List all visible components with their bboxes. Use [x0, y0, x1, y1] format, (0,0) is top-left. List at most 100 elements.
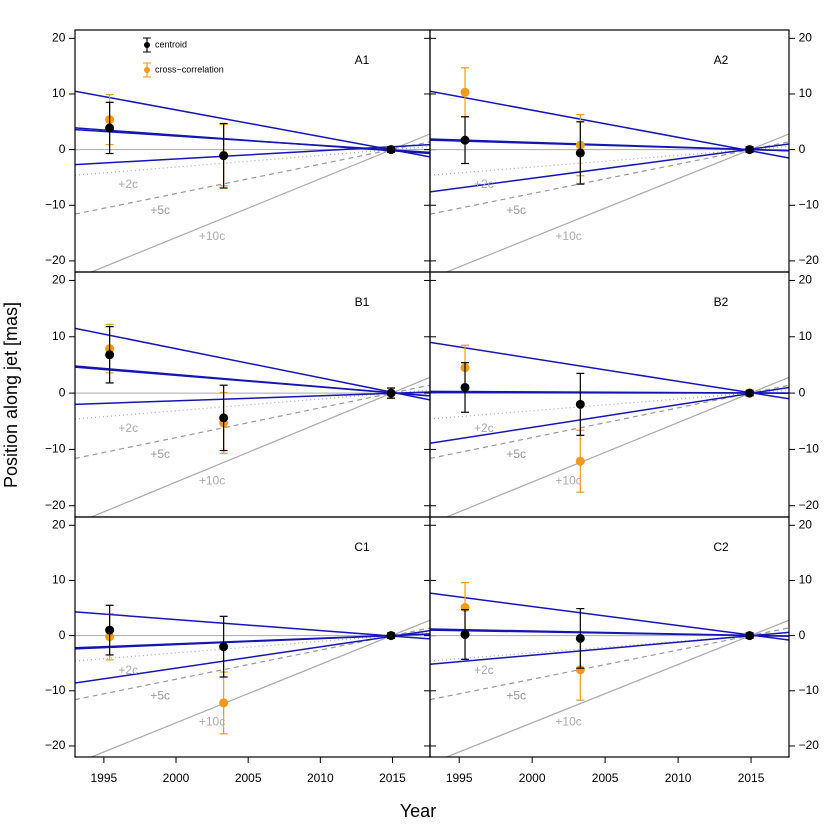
panel [75, 604, 430, 757]
y-tick-label: −10 [799, 442, 820, 456]
y-tick-label: 10 [799, 329, 813, 343]
y-tick-label: 10 [52, 86, 66, 100]
point [386, 388, 396, 398]
y-tick-label: 0 [59, 142, 66, 156]
fit-line [75, 633, 430, 650]
panel-label: C1 [354, 540, 370, 554]
point [219, 413, 229, 423]
x-tick-label: 1995 [91, 771, 118, 785]
reference-line [430, 627, 789, 701]
panel [430, 582, 789, 757]
fit-line [430, 139, 789, 152]
point [105, 625, 115, 635]
reference-label: +10c [199, 473, 225, 487]
panel-frame [74, 516, 431, 758]
reference-line [75, 141, 430, 215]
legend-label: centroid [155, 39, 187, 49]
point [219, 151, 229, 161]
point [386, 631, 396, 641]
x-tick-label: 2010 [307, 771, 334, 785]
point [575, 148, 585, 158]
panel-frame [429, 516, 790, 758]
point [745, 388, 755, 398]
y-tick-label: 20 [52, 517, 66, 531]
reference-label: +2c [474, 663, 494, 677]
panel [430, 341, 789, 517]
panel-label: B2 [714, 295, 729, 309]
reference-label: +2c [118, 177, 138, 191]
y-tick-label: −20 [45, 498, 66, 512]
y-tick-label: 10 [799, 86, 813, 100]
reference-line [75, 145, 430, 176]
y-tick-label: 10 [52, 329, 66, 343]
panel-label: C2 [713, 540, 729, 554]
fit-line [430, 143, 789, 193]
reference-line [430, 141, 789, 215]
reference-line [444, 619, 789, 757]
point [105, 350, 115, 360]
x-tick-label: 1995 [446, 771, 473, 785]
reference-line [75, 389, 430, 420]
y-tick-label: 20 [799, 273, 813, 287]
y-tick-label: 20 [52, 273, 66, 287]
y-tick-label: 20 [799, 517, 813, 531]
y-axis-label: Position along jet [mas] [1, 302, 21, 488]
fit-line [75, 128, 430, 154]
y-tick-label: 0 [799, 142, 806, 156]
fit-line [430, 629, 789, 637]
reference-label: +10c [555, 229, 581, 243]
reference-label: +5c [506, 203, 526, 217]
reference-label: +5c [150, 447, 170, 461]
fit-line [430, 90, 789, 159]
reference-label: +2c [474, 177, 494, 191]
fit-line [75, 327, 430, 401]
point [575, 456, 585, 466]
point [575, 633, 585, 643]
y-tick-label: −10 [799, 683, 820, 697]
y-tick-label: −20 [799, 498, 820, 512]
point [745, 145, 755, 155]
x-tick-label: 2015 [379, 771, 406, 785]
reference-label: +5c [506, 689, 526, 703]
point [745, 631, 755, 641]
y-tick-label: 20 [799, 31, 813, 45]
reference-line [75, 631, 430, 662]
y-tick-label: −20 [45, 738, 66, 752]
x-tick-label: 2010 [665, 771, 692, 785]
fit-line [75, 611, 430, 640]
legend-marker [144, 67, 150, 73]
y-tick-label: −10 [799, 197, 820, 211]
fit-line [75, 629, 430, 684]
y-tick-label: 0 [799, 628, 806, 642]
panel [430, 67, 789, 272]
reference-label: +10c [199, 714, 225, 728]
x-tick-label: 2015 [738, 771, 765, 785]
y-tick-label: −20 [799, 738, 820, 752]
y-tick-label: −20 [45, 253, 66, 267]
y-tick-label: 20 [52, 31, 66, 45]
point [460, 630, 470, 640]
fit-line [75, 90, 430, 158]
fit-line [430, 391, 789, 394]
y-tick-label: 10 [52, 573, 66, 587]
panel [75, 323, 430, 517]
reference-line [444, 376, 789, 517]
legend-label: cross−correlation [155, 64, 224, 74]
reference-label: +10c [555, 714, 581, 728]
reference-line [430, 389, 789, 420]
reference-label: +5c [506, 447, 526, 461]
panel-frame [74, 29, 431, 273]
x-tick-label: 2005 [592, 771, 619, 785]
fit-line [430, 631, 789, 666]
reference-line [430, 384, 789, 460]
panel-label: A2 [714, 53, 729, 67]
point [460, 87, 470, 97]
y-tick-label: −10 [45, 442, 66, 456]
x-tick-label: 2005 [235, 771, 262, 785]
panel-frame [429, 271, 790, 518]
point [575, 399, 585, 409]
x-tick-label: 2000 [163, 771, 190, 785]
reference-label: +5c [150, 689, 170, 703]
x-axis-label: Year [400, 801, 436, 821]
